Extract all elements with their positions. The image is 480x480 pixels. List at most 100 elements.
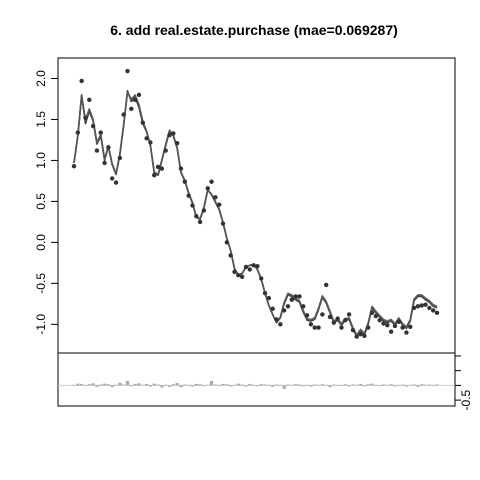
residual-bar (106, 384, 111, 386)
observed-point (320, 312, 325, 317)
observed-point (83, 115, 88, 121)
observed-point (178, 166, 184, 171)
y-tick-label: 1.0 (34, 152, 48, 169)
res-y-tick-label: -0.5 (459, 389, 473, 410)
observed-point (339, 325, 344, 330)
y-tick-label: 0.0 (34, 234, 48, 251)
observed-point (87, 97, 92, 102)
observed-point (167, 132, 172, 138)
observed-point (304, 313, 310, 318)
residual-bar (91, 383, 95, 386)
observed-point (331, 320, 337, 325)
observed-point (266, 295, 272, 301)
observed-point (247, 267, 252, 272)
residual-bar (305, 384, 309, 386)
observed-point (236, 272, 241, 278)
residual-bar (167, 385, 172, 387)
observed-point (293, 294, 298, 299)
residual-bar (389, 384, 393, 386)
residual-bar (114, 384, 118, 386)
residual-bar (416, 385, 420, 387)
observed-point (228, 253, 233, 258)
observed-point (239, 274, 245, 279)
residual-bar (118, 382, 122, 386)
residual-bar (83, 385, 88, 386)
residual-bar (202, 385, 206, 387)
observed-point (129, 106, 134, 112)
observed-point (197, 219, 203, 225)
observed-point (388, 329, 394, 334)
residual-bar (187, 384, 191, 386)
observed-point (132, 97, 138, 102)
observed-point (366, 325, 371, 330)
observed-point (396, 319, 401, 325)
residual-bar (236, 383, 240, 386)
observed-point (201, 208, 207, 213)
observed-point (159, 166, 165, 171)
residual-bar (175, 383, 179, 386)
observed-point (110, 176, 115, 181)
residual-bar (408, 384, 412, 386)
observed-point (289, 297, 294, 302)
residual-bar (206, 384, 210, 386)
observed-points (71, 68, 440, 339)
observed-point (171, 131, 176, 136)
main-panel: -1.0 -0.5 0.0 0.5 1.0 1.5 2.0 (34, 57, 456, 354)
observed-point (220, 221, 226, 226)
residual-bar (271, 385, 275, 387)
residual-bar (179, 385, 183, 388)
observed-point (213, 195, 218, 200)
residual-bar (339, 385, 344, 386)
residual-bars (72, 380, 439, 389)
residual-bar (125, 380, 130, 386)
residual-bar (423, 384, 428, 386)
series-line-3 (73, 90, 438, 337)
residual-bar (320, 384, 324, 386)
residual-bar (420, 384, 424, 386)
residual-bar (385, 384, 389, 386)
observed-point (255, 263, 260, 269)
observed-point (117, 155, 123, 161)
residual-bar (316, 384, 321, 386)
residual-bar (332, 384, 336, 386)
residual-bar (144, 383, 149, 386)
observed-point (155, 164, 161, 170)
residual-bar (393, 385, 397, 387)
observed-point (90, 123, 96, 129)
observed-point (217, 202, 222, 207)
observed-point (194, 213, 199, 219)
observed-point (224, 240, 230, 245)
observed-point (385, 322, 390, 328)
residual-bar (374, 384, 378, 386)
observed-point (274, 317, 279, 322)
residual-bar (362, 385, 367, 387)
residual-bar (435, 384, 439, 386)
residual-bar (397, 384, 401, 386)
residual-bar (152, 383, 156, 386)
residual-panel: -0.5 (57, 352, 473, 410)
observed-point (350, 327, 356, 333)
residual-bar (324, 384, 328, 386)
residual-bar (110, 385, 114, 388)
residual-bar (141, 384, 145, 386)
observed-point (140, 120, 145, 125)
residual-bar (309, 385, 313, 387)
observed-point (327, 314, 333, 320)
observed-point (71, 163, 77, 169)
residual-bar (217, 385, 221, 386)
residual-bar (400, 384, 405, 386)
residual-bar (267, 384, 271, 386)
y-tick-label: 1.5 (34, 111, 48, 128)
observed-point (419, 303, 424, 308)
residual-bar (232, 384, 237, 386)
residual-bar (72, 384, 76, 386)
observed-point (343, 318, 348, 323)
residual-bar (99, 384, 103, 386)
residual-bar (244, 385, 248, 387)
observed-point (369, 310, 375, 316)
observed-point (335, 316, 340, 321)
observed-point (323, 282, 329, 288)
observed-point (232, 269, 237, 275)
observed-point (113, 180, 119, 185)
residual-bar (427, 384, 431, 386)
